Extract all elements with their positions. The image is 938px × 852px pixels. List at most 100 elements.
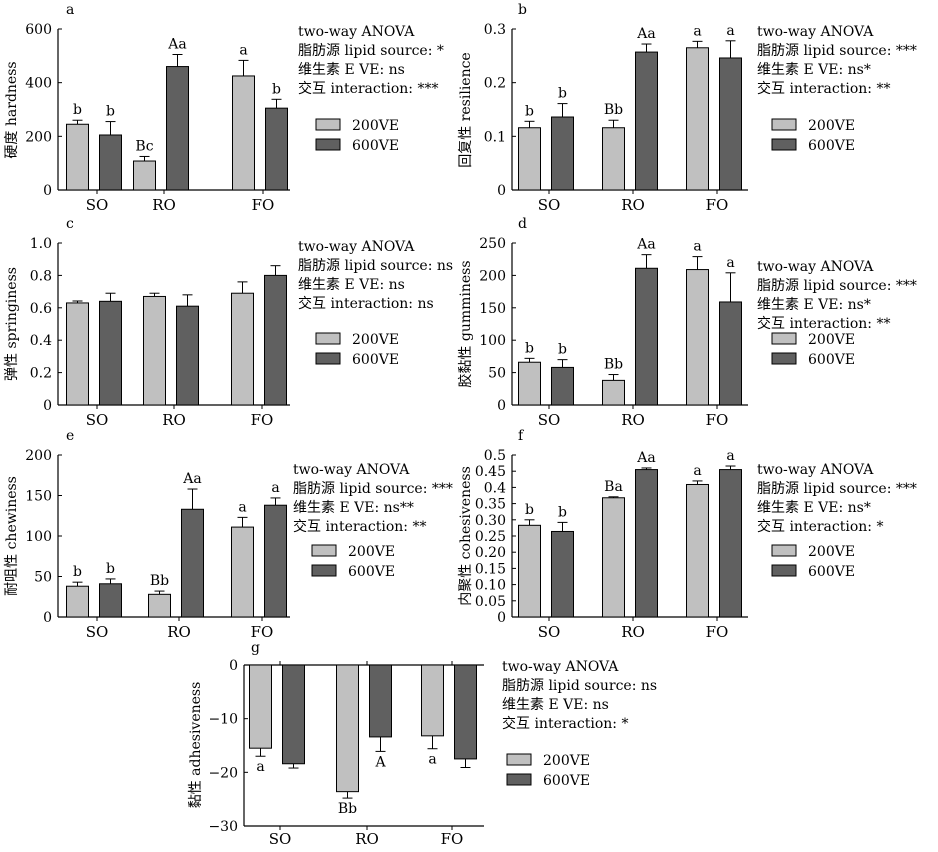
significance-label: Bb <box>338 801 357 817</box>
y-tick-label: 0.45 <box>475 464 506 480</box>
panel-d: d 0 50 100 150 200 250 SO RO FO 胶黏性 gumminess b Bb a b… <box>457 216 917 429</box>
x-category-label: RO <box>621 196 645 214</box>
legend-swatch-200VE <box>771 544 797 557</box>
bar-600VE-FO <box>454 664 477 760</box>
significance-label: Aa <box>636 450 655 466</box>
y-tick-label: 250 <box>479 236 506 252</box>
significance-label: a <box>256 759 264 775</box>
legend-swatch-200VE <box>315 332 341 345</box>
legend-label: 600VE <box>352 352 399 368</box>
y-tick-label: 0.6 <box>30 301 52 317</box>
legend-label: 200VE <box>808 544 855 560</box>
panel-letter: f <box>518 428 525 444</box>
significance-label: Aa <box>636 237 655 253</box>
anova-line: two-way ANOVA <box>757 462 874 478</box>
panel-letter: b <box>518 2 527 18</box>
bar-200VE-RO <box>148 593 171 618</box>
significance-label: Bb <box>150 573 169 589</box>
panel-b: b 0 0.1 0.2 0.3 SO RO FO 回复性 resilience b Bb a b Aa a t… <box>457 2 917 214</box>
bar-600VE-SO <box>551 116 574 191</box>
legend-label: 200VE <box>543 753 590 769</box>
bar-600VE-RO <box>176 305 199 406</box>
bar-200VE-FO <box>686 269 709 406</box>
x-category-label: RO <box>152 196 176 214</box>
anova-line: 交互 interaction: ** <box>757 80 890 97</box>
panel-e: e 0 50 100 150 200 SO RO FO 耐咀性 chewiness b Bb a b Aa a… <box>4 428 453 641</box>
anova-line: 维生素 E VE: ns <box>298 277 405 293</box>
anova-line: 维生素 E VE: ns* <box>757 500 871 516</box>
panel-letter: g <box>251 640 260 656</box>
panel-g: g0 −10 −20 −30 SO RO FO 黏性 adhesiveness a Bb a Atwo… <box>188 640 657 848</box>
legend-swatch-600VE <box>315 352 341 365</box>
significance-label: b <box>73 564 82 580</box>
bar-600VE-FO <box>719 469 742 618</box>
significance-label: b <box>106 104 115 120</box>
bar-600VE-SO <box>551 366 574 406</box>
panel-letter: e <box>66 428 74 444</box>
anova-line: 交互 interaction: ns <box>298 295 434 312</box>
bar-600VE-FO <box>265 107 288 191</box>
anova-line: 维生素 E VE: ns* <box>757 297 871 313</box>
anova-line: 维生素 E VE: ns <box>298 62 405 78</box>
legend-swatch-200VE <box>506 753 532 766</box>
bar-600VE-SO <box>99 134 122 191</box>
legend-label: 600VE <box>543 773 590 789</box>
bar-200VE-RO <box>602 127 625 191</box>
significance-label: b <box>525 340 534 356</box>
legend-label: 200VE <box>352 332 399 348</box>
y-axis-label: 硬度 hardness <box>4 61 20 158</box>
x-category-label: RO <box>621 623 645 641</box>
y-tick-label: 0.10 <box>475 578 506 594</box>
panel-letter: d <box>518 216 527 232</box>
y-tick-label: 0.1 <box>484 129 506 145</box>
x-category-label: RO <box>621 411 645 429</box>
y-tick-label: 0.2 <box>30 366 52 382</box>
y-tick-label: 600 <box>25 22 52 38</box>
bar-200VE-FO <box>232 75 255 191</box>
significance-label: Bb <box>604 357 623 373</box>
y-axis-label: 黏性 adhesiveness <box>188 682 204 809</box>
panel-letter: c <box>66 216 74 232</box>
bar-600VE-SO <box>99 583 122 618</box>
bar-200VE-RO <box>143 295 166 406</box>
y-tick-label: 150 <box>479 301 506 317</box>
y-tick-label: 0 <box>43 183 52 199</box>
significance-label: Bb <box>604 102 623 118</box>
bar-200VE-SO <box>518 127 541 191</box>
bar-600VE-SO <box>551 530 574 618</box>
significance-label: b <box>558 342 567 358</box>
legend-swatch-600VE <box>506 773 532 786</box>
legend-label: 200VE <box>348 544 395 560</box>
x-category-label: FO <box>706 411 729 429</box>
panel-a: a 0 200 400 600 SO RO FO 硬度 hardness b Bc a b Aa b two-… <box>4 2 444 214</box>
significance-label: a <box>726 23 734 39</box>
x-category-label: RO <box>167 623 191 641</box>
y-tick-label: 0.4 <box>30 333 52 349</box>
legend-label: 200VE <box>808 118 855 134</box>
y-tick-label: 0 <box>497 610 506 626</box>
y-tick-label: 0.25 <box>475 529 506 545</box>
x-category-label: FO <box>251 411 274 429</box>
panel-c: c 0 0.2 0.4 0.6 0.8 1.0 SO RO FO 弹性 springiness two… <box>4 216 453 429</box>
y-tick-label: 0 <box>43 398 52 414</box>
significance-label: A <box>374 754 386 770</box>
y-tick-label: 100 <box>25 529 52 545</box>
y-axis-label: 内聚性 cohesiveness <box>458 466 474 606</box>
y-tick-label: 200 <box>25 129 52 145</box>
anova-line: two-way ANOVA <box>293 462 410 478</box>
anova-line: 交互 interaction: * <box>502 715 628 732</box>
bar-600VE-FO <box>719 301 742 406</box>
y-axis-label: 回复性 resilience <box>457 52 474 167</box>
y-tick-label: 0.30 <box>475 513 506 529</box>
y-tick-label: 0 <box>497 398 506 414</box>
significance-label: b <box>558 86 567 102</box>
bar-200VE-FO <box>421 664 444 737</box>
legend-label: 600VE <box>808 564 855 580</box>
legend-swatch-600VE <box>311 564 337 577</box>
anova-line: 脂肪源 lipid source: *** <box>757 43 917 59</box>
legend-swatch-600VE <box>315 138 341 151</box>
bar-200VE-RO <box>336 664 359 793</box>
x-category-label: SO <box>538 623 561 641</box>
y-tick-label: 0 <box>229 658 238 674</box>
legend-label: 600VE <box>808 352 855 368</box>
